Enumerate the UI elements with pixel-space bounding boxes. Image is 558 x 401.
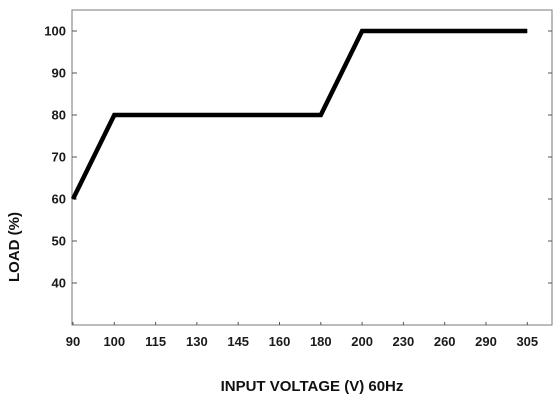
y-tick-label: 60	[52, 192, 66, 207]
x-tick-label: 145	[227, 334, 249, 349]
x-tick-label: 180	[310, 334, 332, 349]
x-tick-label: 200	[351, 334, 373, 349]
x-tick-label: 290	[475, 334, 497, 349]
x-tick-label: 130	[186, 334, 208, 349]
y-axis-ticks: 100 90 80 70 60 50 40	[44, 24, 552, 291]
y-tick-label: 70	[52, 150, 66, 165]
y-tick-label: 100	[44, 24, 66, 39]
x-tick-label: 115	[145, 334, 166, 349]
x-axis-title: INPUT VOLTAGE (V) 60Hz	[221, 378, 404, 395]
x-tick-label: 305	[516, 334, 538, 349]
plot-frame	[71, 9, 553, 326]
y-axis-title: LOAD (%)	[6, 212, 23, 282]
x-tick-label: 90	[66, 334, 80, 349]
series-layer	[70, 28, 528, 200]
load-curve-line	[70, 28, 528, 200]
x-tick-label: 100	[103, 334, 125, 349]
y-tick-label: 40	[52, 276, 66, 291]
x-tick-label: 260	[434, 334, 456, 349]
x-tick-label: 160	[269, 334, 291, 349]
x-tick-label: 230	[393, 334, 415, 349]
x-axis-ticks: 90 100 115 130 145 160 180 200 230 260 290 305	[66, 322, 538, 349]
y-tick-label: 80	[52, 108, 66, 123]
y-tick-label: 90	[52, 66, 66, 81]
y-tick-label: 50	[52, 234, 66, 249]
